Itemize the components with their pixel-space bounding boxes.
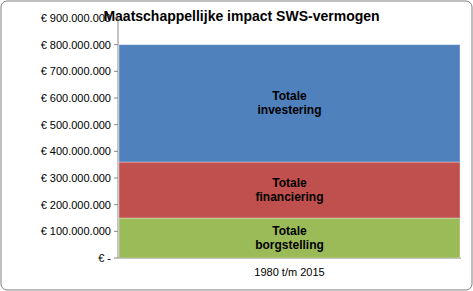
y-tick-label: € - [98,252,111,264]
y-tick-label: € 200.000.000 [41,199,111,211]
chart-frame [1,1,472,290]
y-tick-label: € 400.000.000 [41,145,111,157]
segment-label: Totalefinanciering [255,176,323,204]
title: Maatschappellijke impact SWS-vermogen [103,8,379,24]
x-tick-label: 1980 t/m 2015 [254,266,324,278]
y-tick [114,18,118,19]
y-tick [114,204,118,205]
y-tick [114,44,118,45]
y-tick-label: € 900.000.000 [41,12,111,24]
segment-label: Totaleinvestering [257,89,321,117]
y-tick [114,124,118,125]
y-tick [114,178,118,179]
y-tick-label: € 800.000.000 [41,39,111,51]
y-tick-label: € 100.000.000 [41,225,111,237]
y-axis [118,18,119,258]
bar-segment [119,45,460,162]
y-tick [114,71,118,72]
y-tick [114,151,118,152]
y-tick-label: € 500.000.000 [41,119,111,131]
y-tick [114,98,118,99]
segment-label: Totaleborgstelling [255,224,324,252]
bar-labels: Totaleborgstelling Totalefinanciering Tota… [255,89,324,252]
y-tick [114,258,118,259]
y-tick-label: € 300.000.000 [41,172,111,184]
bars [119,45,460,258]
y-tick [114,231,118,232]
bar-segment [119,162,460,218]
y-tick-label: € 700.000.000 [41,65,111,77]
y-tick-label: € 600.000.000 [41,92,111,104]
bar-segment [119,218,460,258]
chart: Maatschappellijke impact SWS-vermogen € -… [0,0,473,291]
